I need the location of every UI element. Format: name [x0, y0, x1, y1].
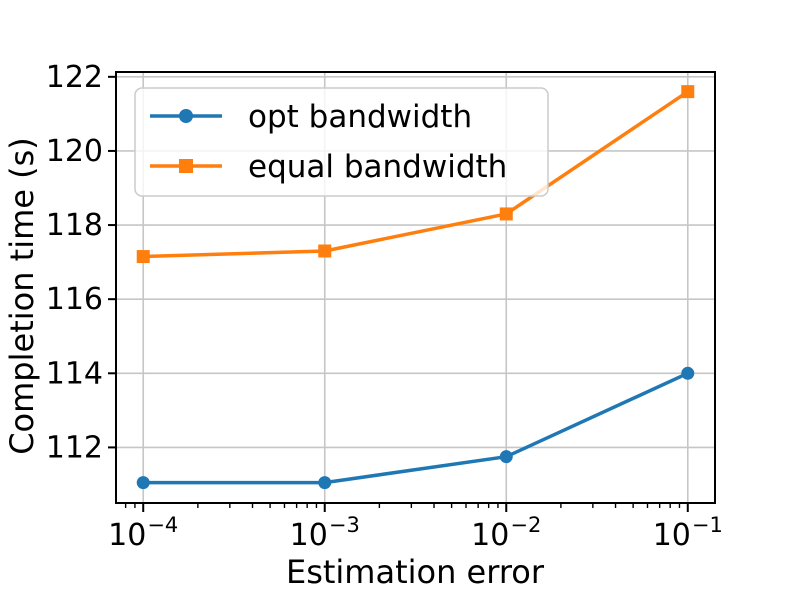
- y-tick-label: 114: [46, 356, 103, 391]
- x-tick-label-exponent: −3: [329, 513, 360, 537]
- series-line-opt-bandwidth: [141, 371, 690, 485]
- y-tick-label: 120: [46, 134, 103, 169]
- x-tick-label: 10−3: [290, 513, 360, 553]
- x-tick-label-base: 10: [471, 518, 509, 553]
- data-point-marker-square: [136, 250, 150, 264]
- data-point-marker-circle: [318, 476, 332, 490]
- y-tick-label: 116: [46, 282, 103, 317]
- series-line-equal-bandwidth: [141, 89, 690, 259]
- data-point-marker-square: [681, 85, 695, 99]
- data-point-marker-circle: [499, 450, 513, 464]
- legend: opt bandwidth equal bandwidth: [134, 87, 549, 197]
- plot-border: [115, 71, 716, 504]
- legend-label: opt bandwidth: [248, 99, 472, 135]
- x-axis-label: Estimation error: [286, 553, 545, 591]
- x-tick-label: 10−4: [108, 513, 178, 553]
- data-point-marker-circle: [136, 476, 150, 490]
- x-tick-label-exponent: −1: [692, 513, 723, 537]
- y-axis-label: Completion time (s): [3, 137, 41, 455]
- legend-box: [134, 87, 549, 197]
- x-tick-label-exponent: −4: [147, 513, 178, 537]
- x-tick-label-base: 10: [290, 518, 328, 553]
- legend-marker-circle: [179, 109, 193, 123]
- y-tick-label: 122: [46, 60, 103, 95]
- x-tick-label: 10−2: [471, 513, 541, 553]
- legend-marker-square: [179, 159, 193, 173]
- data-point-marker-circle: [681, 366, 695, 380]
- x-tick-label-exponent: −2: [510, 513, 541, 537]
- data-point-marker-square: [318, 244, 332, 258]
- x-tick-label-base: 10: [108, 518, 146, 553]
- x-tick-label: 10−1: [653, 513, 723, 553]
- x-tick-label-base: 10: [653, 518, 691, 553]
- y-tick-label: 112: [46, 430, 103, 465]
- data-point-marker-square: [499, 207, 513, 221]
- legend-label: equal bandwidth: [248, 149, 507, 185]
- y-tick-label: 118: [46, 208, 103, 243]
